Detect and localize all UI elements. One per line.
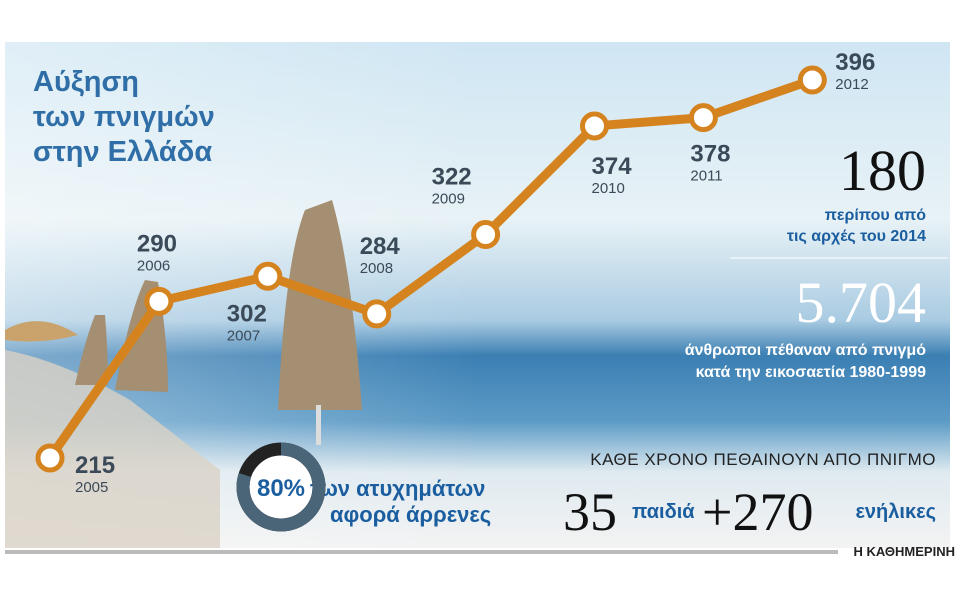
note: άνθρωποι πέθαναν από πνιγμό: [685, 342, 926, 359]
point: [253, 261, 283, 291]
note: κατά την εικοσαετία 1980-1999: [696, 364, 927, 381]
big-number: 35: [563, 482, 617, 542]
heading: ΚΑΘΕ ΧΡΟΝΟ ΠΕΘΑΙΝΟΥΝ ΑΠΟ ΠΝΙΓΜΟ: [590, 450, 936, 469]
beach: [5, 350, 220, 548]
title: των πνιγμών: [33, 101, 215, 133]
value-label: 302: [227, 300, 267, 327]
donut-bg: [237, 443, 325, 531]
point: [144, 286, 174, 316]
title: στην Ελλάδα: [33, 136, 212, 168]
point: [362, 299, 392, 329]
big-number: 5.704: [796, 270, 927, 335]
year-label: 2009: [432, 191, 465, 208]
note: ενήλικες: [855, 501, 936, 523]
point: [688, 103, 718, 133]
source: Η ΚΑΘΗΜΕΡΙΝΗ: [854, 544, 956, 559]
note: περίπου από: [825, 207, 927, 224]
donut-label: 80%: [257, 475, 305, 502]
value-label: 378: [690, 141, 730, 168]
value-label: 284: [360, 233, 401, 260]
year-label: 2011: [690, 168, 722, 185]
donut-share: [236, 442, 326, 532]
point: [471, 220, 501, 250]
big-number: +270: [702, 482, 813, 542]
year-label: 2012: [835, 76, 868, 93]
note: αφορά άρρενες: [330, 502, 491, 527]
line: [46, 75, 814, 461]
point: [580, 111, 609, 141]
year-label: 2006: [137, 257, 170, 274]
note: παιδιά: [632, 501, 695, 523]
value-label: 290: [137, 230, 177, 257]
big-number: 180: [839, 138, 926, 203]
value-label: 396: [835, 49, 875, 76]
value-label: 322: [432, 164, 472, 191]
year-label: 2010: [592, 180, 625, 197]
year-label: 2005: [75, 479, 108, 496]
point: [35, 443, 65, 473]
value-label: 215: [75, 452, 115, 479]
note: τις αρχές του 2014: [787, 228, 926, 245]
title: Αύξηση: [33, 66, 139, 98]
value-label: 374: [592, 153, 633, 180]
point: [797, 65, 827, 95]
year-label: 2008: [360, 260, 393, 277]
note: των ατυχημάτων: [310, 476, 485, 501]
year-label: 2007: [227, 327, 260, 344]
